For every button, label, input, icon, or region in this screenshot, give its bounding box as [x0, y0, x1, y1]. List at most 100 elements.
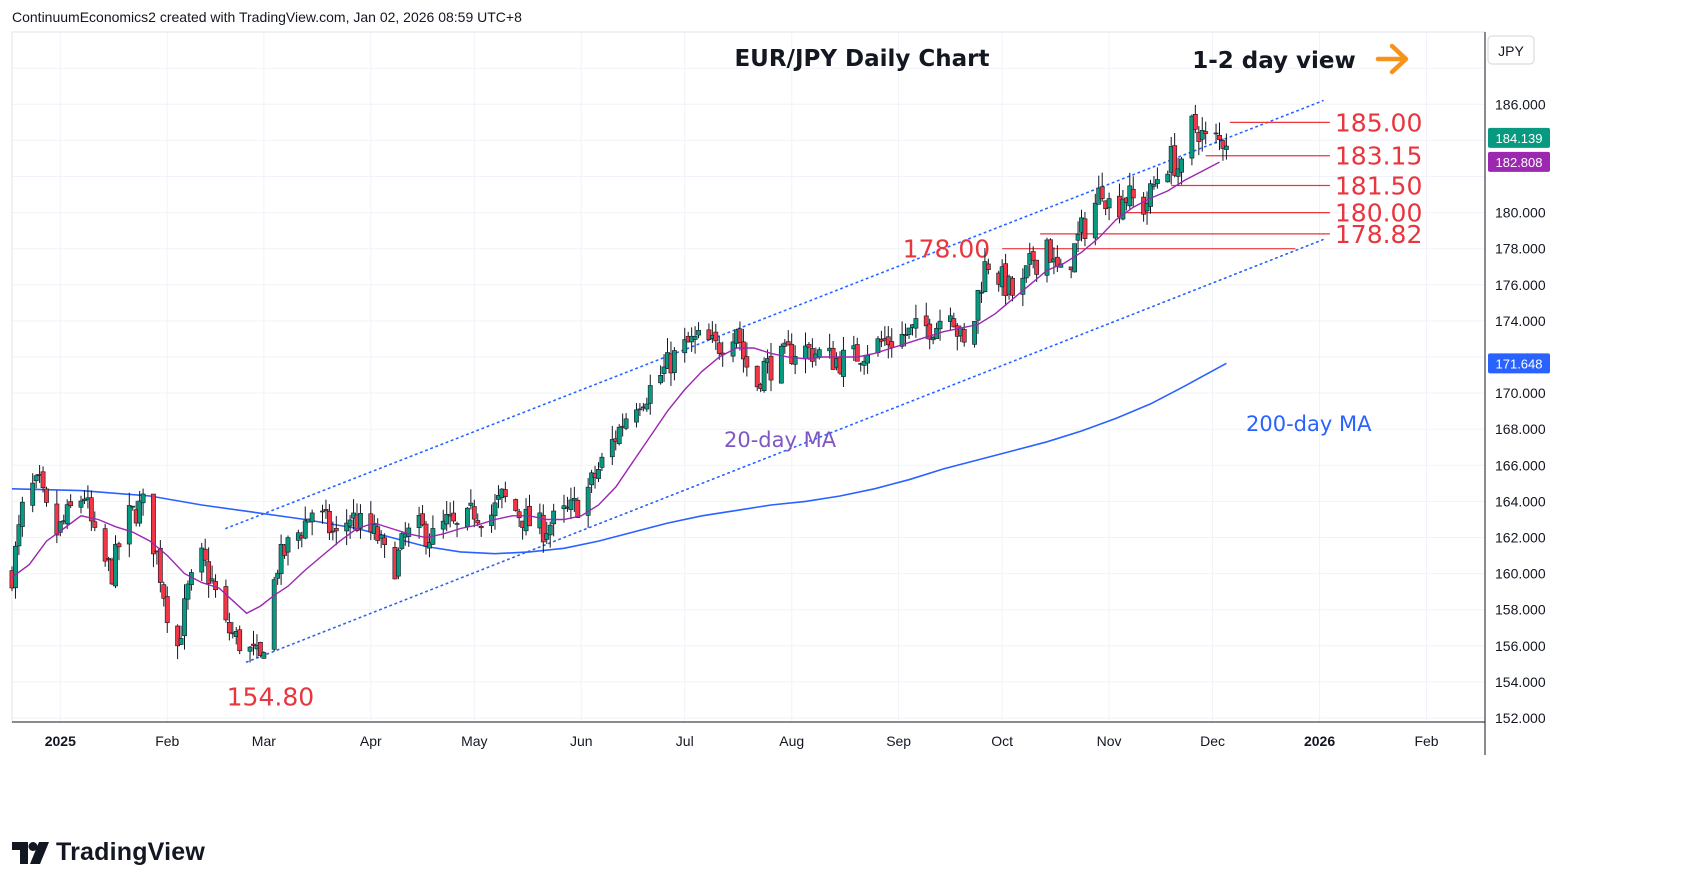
candle	[671, 347, 677, 381]
y-tick-label: 176.000	[1495, 277, 1546, 293]
candle	[1144, 191, 1150, 225]
candle	[634, 402, 639, 428]
candle	[1199, 117, 1205, 152]
ma200-path	[11, 362, 1227, 555]
candle	[803, 332, 808, 374]
candle	[982, 247, 988, 293]
candle	[326, 504, 332, 541]
candle	[547, 521, 553, 548]
y-tick-label: 180.000	[1495, 205, 1546, 221]
candle	[713, 323, 719, 350]
candle	[44, 486, 49, 507]
candle	[841, 336, 846, 387]
candle	[1155, 167, 1160, 189]
candle	[692, 326, 698, 354]
y-tick-label: 168.000	[1495, 421, 1546, 437]
candle	[1148, 179, 1153, 214]
candle	[568, 487, 574, 520]
candle	[157, 540, 163, 593]
level-label: 178.82	[1335, 220, 1422, 249]
candle	[661, 354, 667, 382]
candle	[271, 576, 277, 652]
grid	[12, 32, 1485, 722]
y-tick-label: 154.000	[1495, 674, 1546, 690]
candle	[644, 397, 650, 412]
candle	[285, 535, 291, 566]
candle	[1082, 211, 1088, 247]
chart-subtitle: 1-2 day view	[1192, 48, 1356, 74]
candle	[182, 584, 187, 650]
candle	[589, 469, 594, 493]
candle	[451, 500, 456, 524]
tradingview-logo[interactable]: TradingView	[12, 838, 205, 867]
y-tick-label: 158.000	[1495, 602, 1546, 618]
candle	[737, 321, 743, 351]
candle	[792, 345, 798, 375]
candle	[478, 524, 484, 537]
candle	[1106, 192, 1112, 221]
x-tick-label: Apr	[360, 733, 382, 749]
candle	[975, 289, 981, 334]
candle	[903, 323, 908, 347]
currency-badge	[1487, 35, 1535, 65]
candle	[502, 481, 508, 503]
candle	[102, 523, 108, 567]
chart-credit: ContinuumEconomics2 created with Trading…	[12, 9, 522, 25]
x-tick-label: Oct	[991, 733, 1013, 749]
level-label: 180.00	[1335, 199, 1422, 228]
candle	[323, 499, 329, 519]
candle	[1030, 246, 1036, 269]
candle	[889, 328, 895, 358]
low-point-label: 154.80	[227, 682, 314, 711]
candle	[806, 342, 812, 361]
candle	[716, 336, 722, 360]
candles	[9, 104, 1229, 663]
y-tick-label: 162.000	[1495, 530, 1546, 546]
candle	[1224, 133, 1229, 160]
channel-upper-line	[225, 99, 1324, 530]
candle	[151, 493, 156, 568]
candle	[1189, 114, 1195, 166]
y-tick-label: 156.000	[1495, 638, 1546, 654]
ma20-label: 20-day MA	[724, 428, 837, 452]
y-tick-label: 166.000	[1495, 457, 1546, 473]
candle	[68, 494, 74, 509]
candle	[333, 516, 339, 546]
y-tick-label: 152.000	[1495, 710, 1546, 726]
candle	[164, 586, 170, 633]
candle	[1213, 123, 1219, 144]
candle	[1130, 176, 1136, 207]
candle	[609, 425, 615, 466]
x-tick-label: Feb	[1414, 733, 1438, 749]
candle	[979, 281, 984, 303]
candle	[1217, 122, 1222, 151]
candle	[278, 534, 284, 585]
candle	[295, 529, 301, 550]
candle	[1020, 268, 1026, 307]
candle	[616, 424, 622, 446]
price-tag-label: 184.139	[1496, 131, 1543, 146]
candle	[985, 258, 991, 275]
candle	[223, 579, 229, 623]
candle	[1192, 104, 1198, 134]
candle	[247, 645, 253, 663]
candle	[251, 630, 256, 656]
candle	[33, 473, 39, 489]
candle	[88, 490, 94, 531]
level-label: 181.50	[1335, 172, 1422, 201]
candle	[444, 500, 450, 532]
candle	[513, 498, 519, 512]
candle	[1172, 132, 1178, 178]
candle	[175, 624, 180, 660]
candle	[865, 345, 870, 374]
candle	[1220, 138, 1226, 161]
candle	[19, 496, 25, 537]
candle	[113, 535, 118, 589]
price-tag: 171.648	[1488, 353, 1550, 374]
candle	[395, 547, 401, 580]
x-tick-label: May	[461, 733, 487, 749]
candle	[330, 521, 336, 541]
candle	[178, 625, 184, 646]
